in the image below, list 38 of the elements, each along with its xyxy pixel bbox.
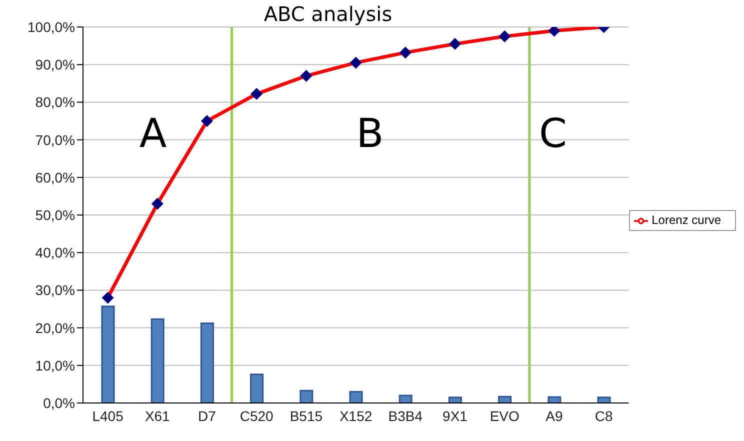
y-tick-label: 70,0% — [35, 132, 75, 148]
y-tick-label: 50,0% — [35, 206, 75, 223]
bar — [548, 396, 562, 403]
bar — [250, 374, 264, 403]
bar — [300, 390, 314, 403]
bar — [200, 322, 214, 403]
y-tick-label: 0,0% — [43, 394, 75, 411]
x-tick-label: A9 — [546, 408, 563, 424]
bar — [349, 390, 363, 403]
y-tick-label: 20,0% — [35, 320, 75, 336]
y-tick-label: 100,0% — [28, 18, 75, 35]
x-tick-label: EVO — [490, 408, 520, 424]
x-tick-label: 9X1 — [442, 408, 468, 424]
bar — [150, 318, 164, 403]
x-tick-label: X61 — [144, 408, 170, 424]
annotation: A — [138, 111, 168, 157]
x-tick-label: C520 — [240, 408, 274, 424]
bar — [498, 396, 512, 403]
annotation: B — [355, 111, 385, 157]
chart-title: ABC analysis — [264, 2, 392, 26]
x-tick-label: D7 — [198, 408, 216, 424]
legend-label: Lorenz curve — [652, 213, 721, 228]
y-tick-label: 40,0% — [35, 244, 75, 261]
x-tick-label: L405 — [92, 408, 124, 424]
y-tick-label: 60,0% — [35, 169, 75, 186]
bar — [448, 396, 462, 403]
x-tick-label: C8 — [594, 408, 613, 424]
bar — [398, 394, 412, 403]
bar — [597, 396, 611, 403]
annotation: C — [538, 111, 568, 157]
y-tick-label: 10,0% — [35, 357, 75, 374]
y-tick-label: 90,0% — [35, 56, 75, 73]
x-tick-label: X152 — [339, 408, 372, 424]
y-tick-label: 30,0% — [35, 282, 75, 298]
x-tick-label: B3B4 — [388, 408, 423, 424]
y-tick-label: 80,0% — [35, 94, 75, 110]
x-tick-label: B515 — [290, 408, 323, 424]
bar — [101, 306, 115, 403]
